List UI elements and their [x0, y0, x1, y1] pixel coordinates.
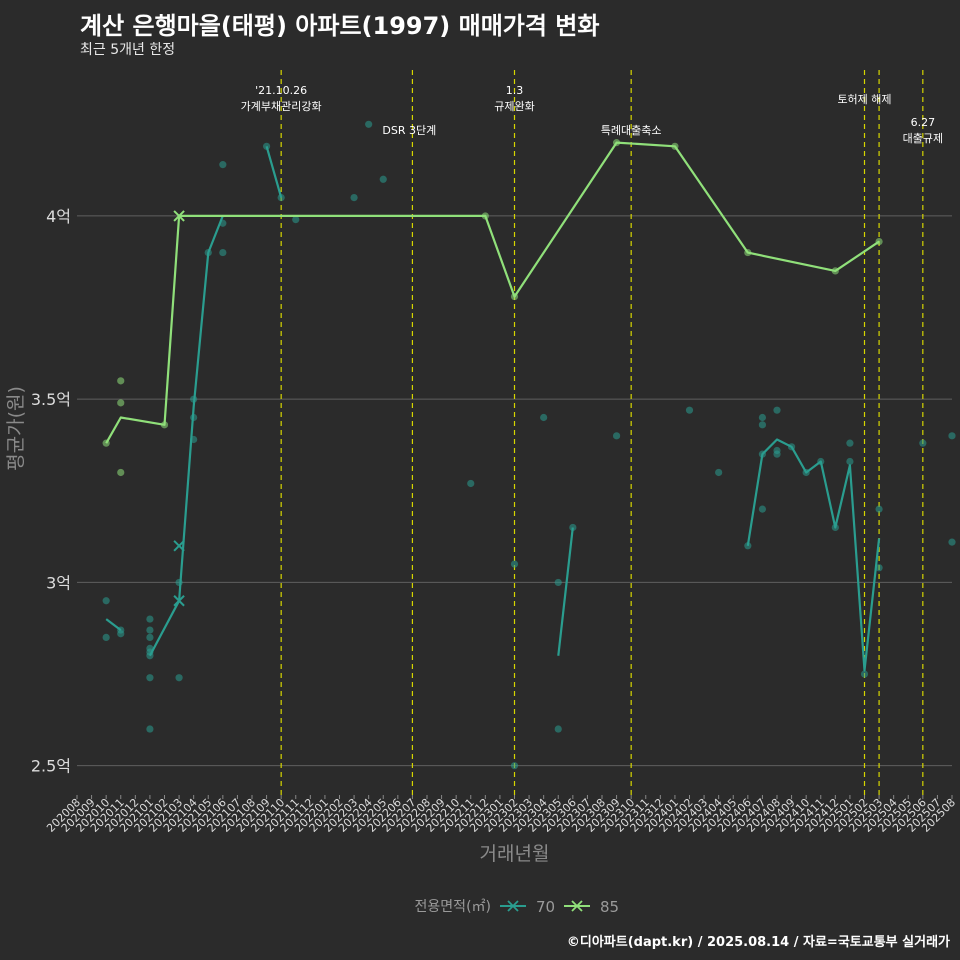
data-point — [773, 406, 781, 414]
y-tick-label: 3억 — [46, 573, 71, 592]
data-point — [758, 413, 767, 422]
data-point — [219, 161, 227, 169]
legend-key-cross — [507, 900, 519, 912]
cross-marker — [173, 540, 185, 552]
data-point — [117, 468, 125, 477]
legend-label: 85 — [600, 898, 619, 916]
series-line — [265, 145, 283, 198]
series-line — [148, 215, 224, 657]
event-label: DSR 3단계 — [382, 124, 436, 137]
chart-title: 계산 은행마을(태평) 아파트(1997) 매매가격 변화 — [80, 12, 600, 40]
event-label: 1.3 — [506, 84, 524, 97]
data-point — [875, 505, 883, 513]
data-point — [146, 725, 154, 733]
series-line — [105, 618, 122, 631]
data-point — [102, 633, 110, 642]
data-point — [612, 432, 621, 440]
y-tick-label: 4억 — [46, 207, 71, 226]
event-label: 특례대출축소 — [601, 124, 662, 137]
event-label: 토허제 해제 — [837, 92, 891, 106]
event-label: 가계부채관리강화 — [241, 100, 322, 113]
data-point — [758, 505, 767, 513]
data-point — [554, 578, 562, 587]
data-point — [175, 674, 183, 682]
x-axis-title: 거래년월 — [480, 843, 550, 865]
data-point — [379, 175, 387, 183]
data-point — [365, 120, 373, 128]
data-point — [146, 674, 154, 682]
data-point — [540, 413, 548, 422]
data-point — [846, 457, 854, 466]
data-point — [117, 377, 125, 385]
data-point — [948, 432, 956, 440]
data-point — [685, 406, 694, 414]
chart-subtitle: 최근 5개년 한정 — [80, 42, 176, 58]
data-point — [219, 248, 227, 257]
data-point — [146, 626, 154, 634]
data-point — [860, 670, 869, 678]
data-point — [510, 762, 519, 770]
legend-label: 70 — [536, 898, 555, 916]
data-point — [758, 421, 767, 429]
y-axis-title: 평균가(원) — [5, 386, 27, 471]
legend-title: 전용면적(㎡) — [415, 899, 491, 915]
cross-marker — [173, 595, 185, 607]
event-label: 규제완화 — [494, 100, 534, 113]
y-tick-label: 2.5억 — [31, 757, 71, 776]
data-point — [262, 142, 271, 150]
series-line — [105, 141, 880, 444]
series-line — [746, 438, 881, 672]
data-point — [292, 215, 300, 224]
data-point — [467, 479, 475, 488]
legend-key-cross — [571, 900, 583, 912]
data-point — [350, 194, 358, 202]
data-point — [846, 439, 854, 447]
event-label: 6.27 — [911, 116, 936, 129]
data-point — [510, 560, 519, 568]
series-line — [557, 527, 574, 656]
data-point — [715, 468, 723, 477]
cross-marker — [173, 210, 185, 222]
data-point — [569, 523, 577, 532]
source-caption: ©디아파트(dapt.kr) / 2025.08.14 / 자료=국토교통부 실… — [566, 935, 950, 950]
data-point — [948, 538, 956, 546]
event-label: '21.10.26 — [255, 84, 307, 97]
data-point — [875, 564, 883, 572]
data-point — [146, 615, 154, 623]
data-point — [146, 633, 154, 642]
event-label: 대출규제 — [903, 132, 943, 145]
data-point — [117, 399, 125, 407]
data-point — [919, 439, 927, 447]
data-point — [554, 725, 562, 733]
data-point — [773, 450, 781, 458]
data-point — [102, 597, 110, 605]
y-tick-label: 3.5억 — [31, 390, 71, 409]
